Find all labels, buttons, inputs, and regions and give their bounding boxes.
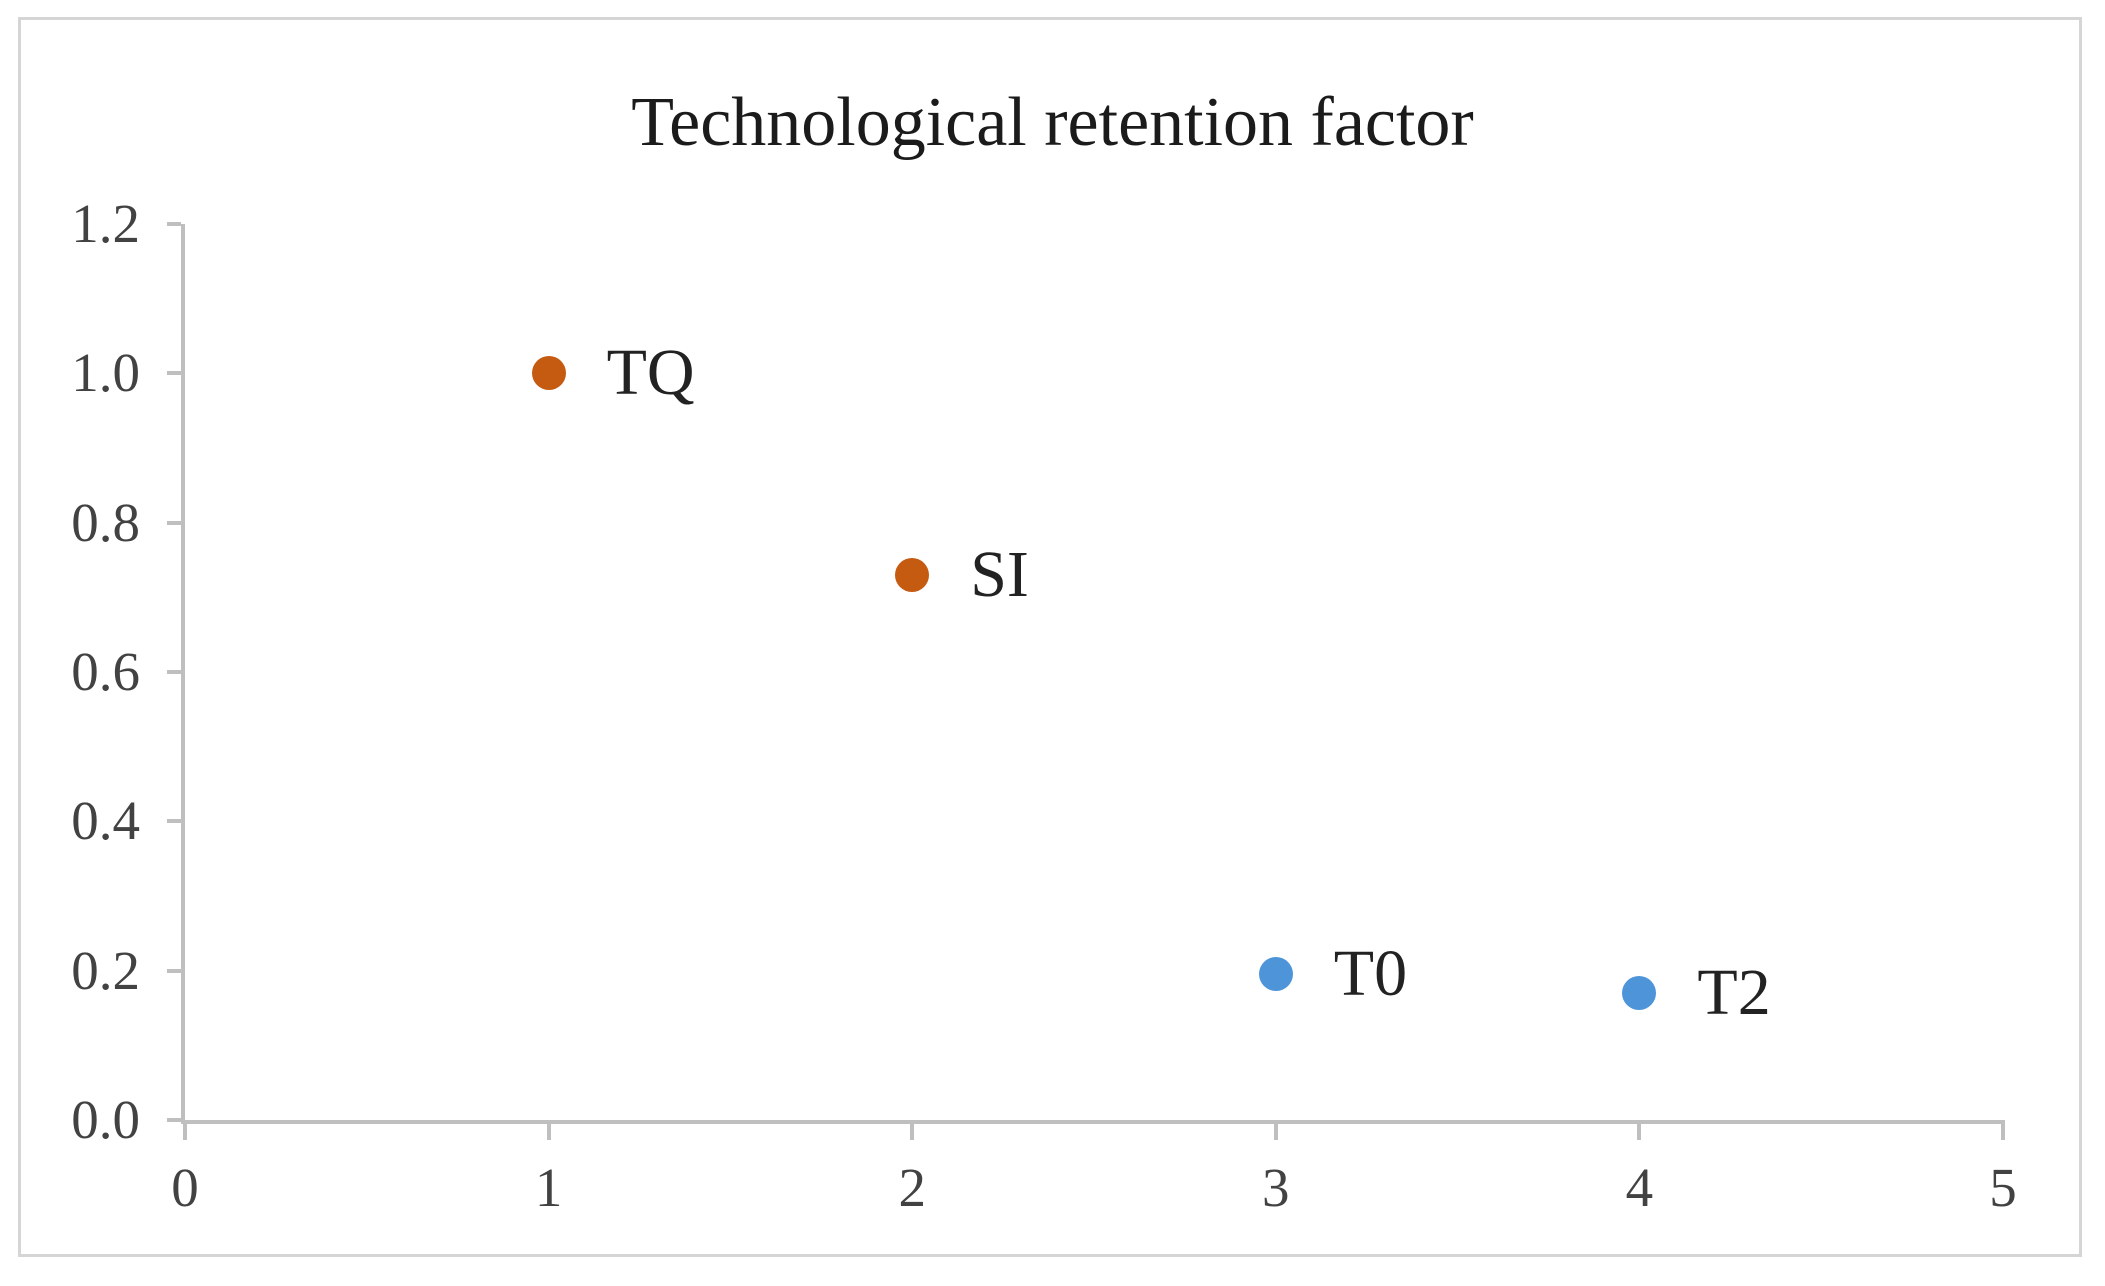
plot-area: 0.0 0.2 0.4 0.6 0.8 1.0 1.2 0 1 2 3 4 5 TQ SI T0 T2	[71, 193, 2017, 1218]
y-tick-label: 0.8	[71, 491, 140, 553]
x-tick-label: 3	[1262, 1157, 1290, 1218]
data-point-label: TQ	[606, 336, 695, 410]
data-point-label: T0	[1333, 937, 1408, 1011]
y-tick	[167, 371, 181, 376]
y-tick-label: 1.0	[71, 342, 140, 404]
data-point	[531, 356, 566, 391]
x-tick	[1273, 1120, 1278, 1140]
x-axis-line	[181, 1120, 2003, 1124]
y-tick	[167, 968, 181, 973]
y-tick	[167, 1118, 181, 1122]
x-tick	[183, 1120, 187, 1140]
data-point	[1258, 957, 1293, 992]
x-tick-label: 0	[171, 1157, 199, 1218]
x-tick	[2001, 1120, 2005, 1140]
data-point-label: SI	[970, 537, 1029, 611]
x-tick	[1637, 1120, 1642, 1140]
x-tick-label: 2	[898, 1157, 926, 1218]
y-tick-label: 0.2	[71, 939, 140, 1001]
data-point	[1622, 976, 1657, 1011]
y-tick	[167, 520, 181, 525]
x-tick-label: 1	[534, 1157, 563, 1218]
x-tick-label: 5	[1989, 1157, 2017, 1218]
y-tick-label: 0.6	[71, 641, 140, 702]
data-point	[895, 557, 930, 592]
y-tick	[167, 222, 181, 226]
y-tick	[167, 670, 181, 674]
chart-title: Technological retention factor	[631, 84, 1474, 161]
x-tick	[546, 1120, 551, 1140]
data-point-label: T2	[1697, 956, 1771, 1030]
y-tick-label: 1.2	[71, 193, 140, 254]
y-tick-label: 0.0	[71, 1089, 140, 1150]
y-axis-line	[181, 224, 185, 1124]
y-tick-label: 0.4	[71, 790, 140, 852]
x-tick	[910, 1120, 915, 1140]
chart-border	[18, 17, 2082, 1257]
y-tick	[167, 819, 181, 824]
x-tick-label: 4	[1625, 1157, 1654, 1218]
